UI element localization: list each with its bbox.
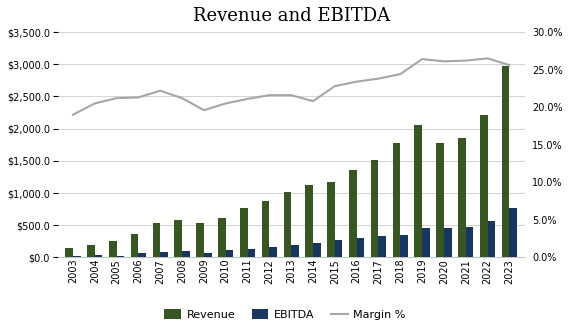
Bar	[458, 138, 466, 257]
Bar	[87, 245, 95, 257]
Bar	[335, 240, 343, 257]
Margin %	[135, 95, 142, 99]
Bar	[306, 185, 313, 257]
Margin %	[244, 97, 251, 101]
Bar	[283, 192, 291, 257]
Bar	[444, 228, 451, 257]
Bar	[240, 208, 247, 257]
Bar	[262, 201, 270, 257]
Bar	[204, 252, 211, 257]
Bar	[73, 256, 80, 257]
Legend: Revenue, EBITDA, Margin %: Revenue, EBITDA, Margin %	[160, 305, 410, 324]
Margin %	[462, 59, 469, 63]
Bar	[313, 243, 321, 257]
Margin %	[70, 113, 76, 117]
Bar	[196, 223, 204, 257]
Margin %	[91, 101, 98, 105]
Line: Margin %: Margin %	[73, 58, 510, 115]
Margin %	[157, 89, 164, 93]
Bar	[139, 253, 146, 257]
Bar	[466, 227, 474, 257]
Bar	[66, 248, 73, 257]
Margin %	[353, 80, 360, 83]
Bar	[327, 182, 335, 257]
Bar	[414, 125, 422, 257]
Title: Revenue and EBITDA: Revenue and EBITDA	[193, 7, 390, 25]
Bar	[131, 234, 139, 257]
Bar	[487, 221, 495, 257]
Margin %	[266, 93, 273, 97]
Bar	[291, 245, 299, 257]
Bar	[160, 252, 168, 257]
Margin %	[375, 77, 382, 81]
Margin %	[419, 57, 426, 61]
Margin %	[288, 93, 295, 97]
Bar	[226, 250, 233, 257]
Margin %	[178, 96, 185, 100]
Bar	[95, 255, 103, 257]
Bar	[480, 115, 487, 257]
Bar	[153, 223, 160, 257]
Margin %	[310, 99, 316, 103]
Bar	[174, 220, 182, 257]
Margin %	[113, 96, 120, 100]
Bar	[109, 241, 117, 257]
Margin %	[484, 56, 491, 60]
Bar	[510, 208, 517, 257]
Bar	[270, 247, 277, 257]
Margin %	[201, 108, 207, 112]
Margin %	[441, 59, 447, 63]
Bar	[371, 160, 378, 257]
Margin %	[397, 72, 404, 76]
Margin %	[222, 101, 229, 105]
Bar	[393, 143, 400, 257]
Bar	[182, 251, 190, 257]
Bar	[218, 218, 226, 257]
Bar	[349, 170, 357, 257]
Bar	[357, 238, 364, 257]
Bar	[436, 143, 444, 257]
Bar	[502, 66, 510, 257]
Bar	[378, 236, 386, 257]
Margin %	[506, 63, 513, 67]
Bar	[117, 256, 124, 257]
Bar	[400, 235, 408, 257]
Margin %	[331, 84, 338, 88]
Bar	[247, 248, 255, 257]
Bar	[422, 228, 430, 257]
